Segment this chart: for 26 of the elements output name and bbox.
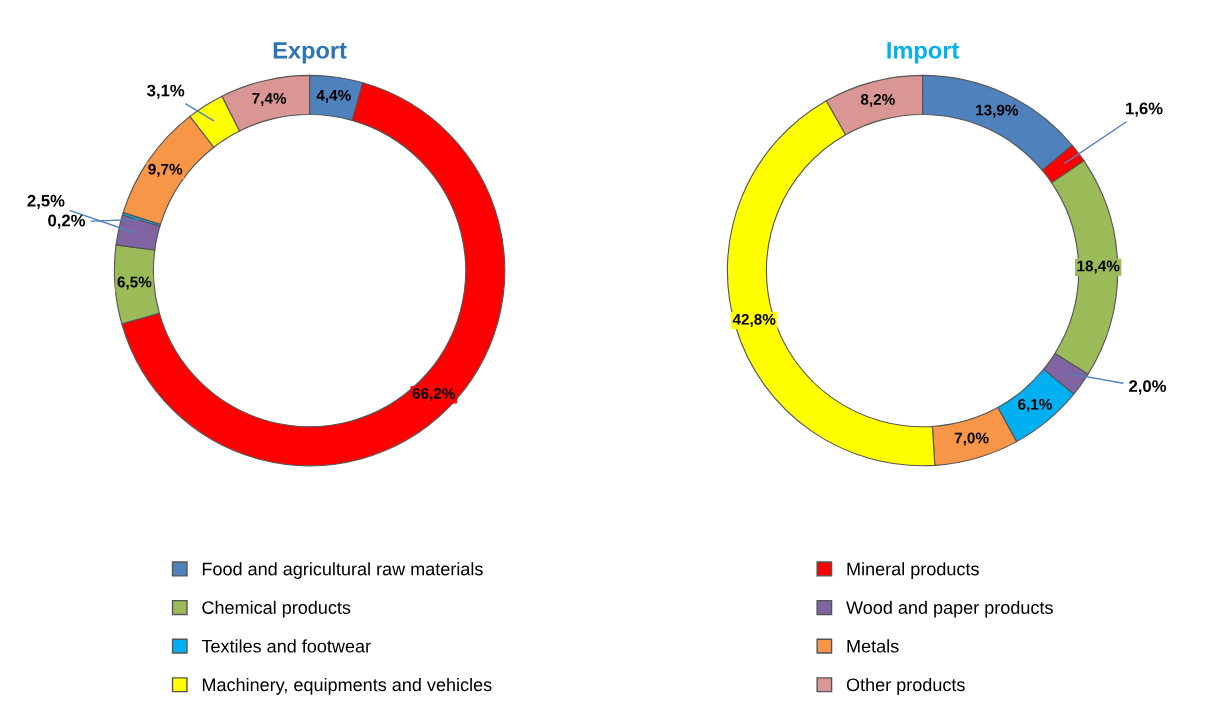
data-label: 0,2% xyxy=(48,214,86,229)
legend-label: Other products xyxy=(846,677,965,695)
legend-label: Machinery, equipments and vehicles xyxy=(202,677,492,695)
legend-label: Wood and paper products xyxy=(846,600,1053,618)
slice-label: Import xyxy=(887,42,959,64)
data-label: 18,4% xyxy=(1077,260,1120,274)
data-label: 8,2% xyxy=(860,94,895,108)
legend-label: Metals xyxy=(847,639,899,653)
data-label: 42,8% xyxy=(732,313,776,327)
data-label: 7,4% xyxy=(252,92,287,106)
slice-label: Export xyxy=(273,42,347,64)
data-label: 9,7% xyxy=(148,163,183,177)
data-label: 66,2% xyxy=(412,388,456,402)
data-label: 6,1% xyxy=(1018,398,1052,412)
legend-label: Textiles and footwear xyxy=(201,639,371,653)
data-label: 2,5% xyxy=(27,194,65,210)
legend-label: Food and agricultural raw materials xyxy=(202,562,483,579)
legend-label: Mineral products xyxy=(847,562,979,579)
legend-label: Chemical products xyxy=(202,600,351,618)
data-label: 6,5% xyxy=(117,276,152,290)
data-label: 2,0% xyxy=(1129,380,1167,395)
data-label: 3,1% xyxy=(147,84,185,99)
data-label: 7,0% xyxy=(954,432,989,446)
data-label: 4,4% xyxy=(316,89,351,103)
data-label: 1,6% xyxy=(1126,102,1163,117)
data-label: 13,9% xyxy=(976,104,1019,118)
